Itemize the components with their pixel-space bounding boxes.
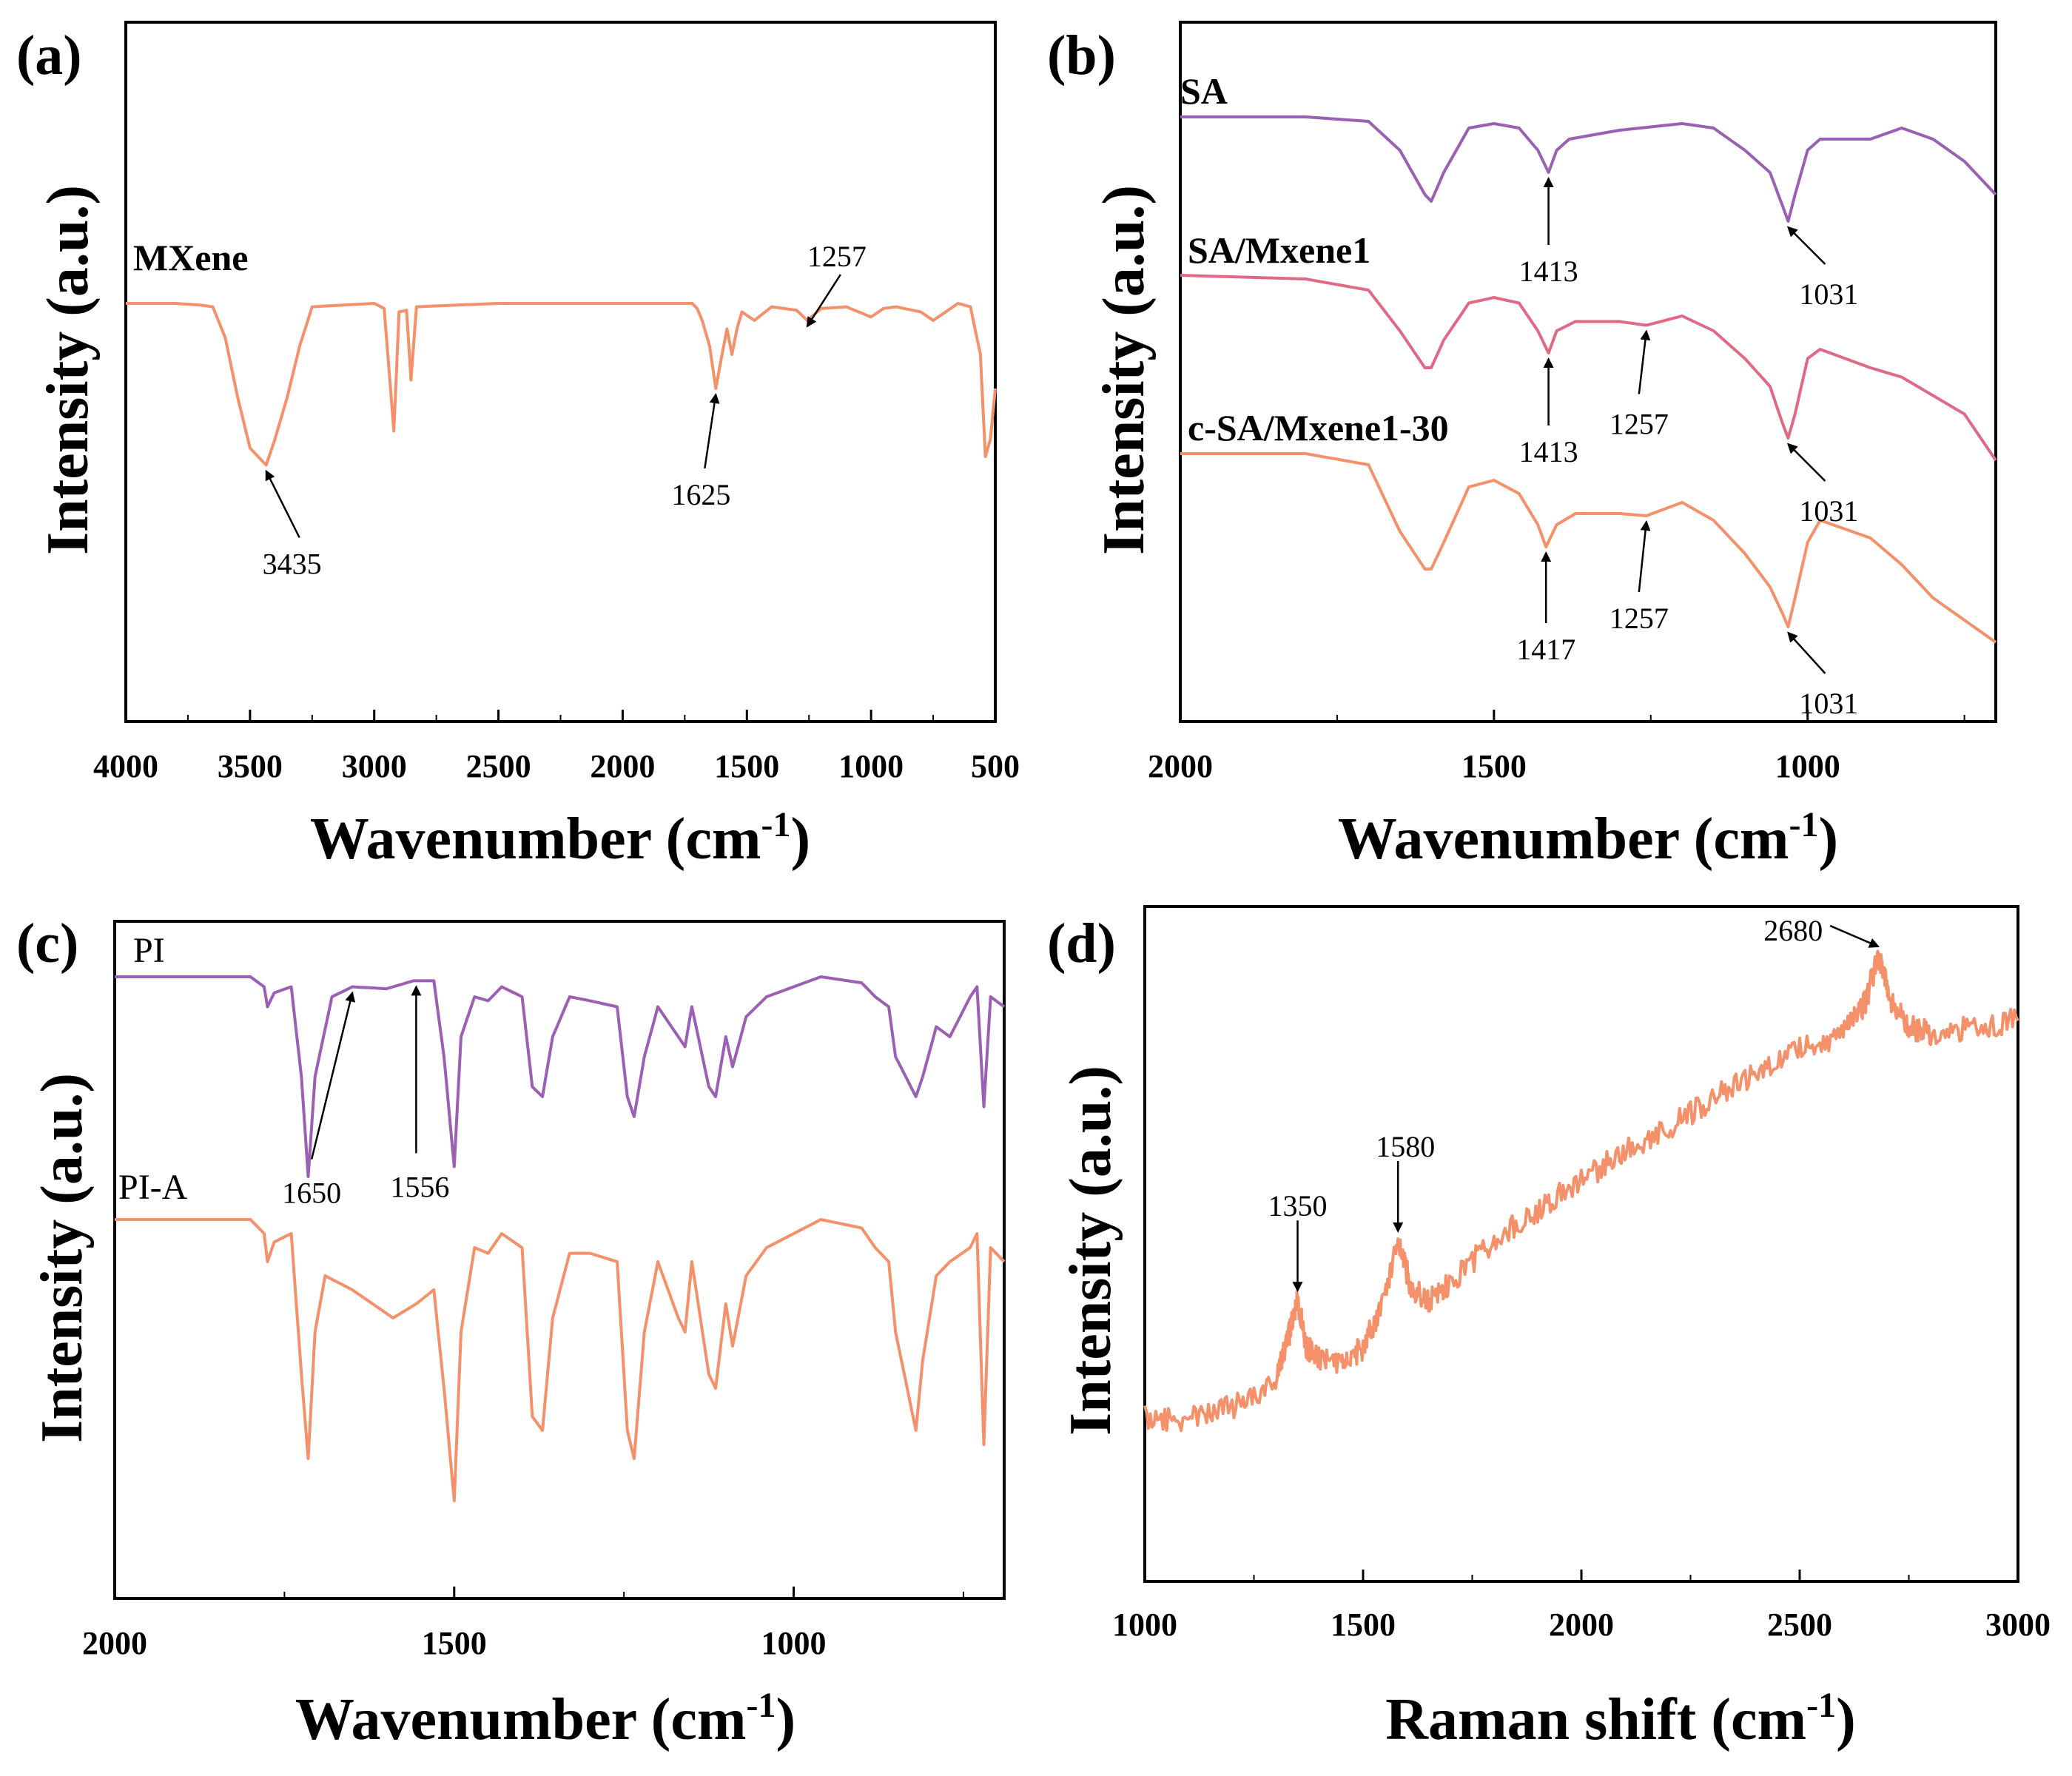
x-tick-label-3000: 3000 [1985,1607,2051,1643]
panel-label-c: (c) [16,912,78,975]
svg-text:Wavenumber (cm-1): Wavenumber (cm-1) [295,1686,796,1752]
annotation-arrow-1031 [1787,631,1826,674]
annotation-label-1625: 1625 [671,478,730,511]
annotation-label-1031: 1031 [1799,687,1858,720]
x-tick-label-4000: 4000 [93,748,158,784]
svg-text:Raman shift (cm-1): Raman shift (cm-1) [1385,1686,1855,1752]
x-tick-label-1500: 1500 [714,748,779,784]
series-label-sa: SA [1180,70,1228,112]
series-label-mxene: MXene [133,237,249,278]
x-tick-label-2000: 2000 [590,748,655,784]
annotation-arrow-3435 [265,469,300,539]
annotation-label-1650: 1650 [282,1177,341,1210]
series-line-pi-a [115,1218,1006,1502]
annotation-arrow-1031 [1786,226,1826,265]
x-tick-label-1500: 1500 [422,1625,487,1661]
annotation-label-2680: 2680 [1763,914,1823,947]
x-axis-title-d: Raman shift (cm-1) [1385,1686,1855,1752]
plot-frame-a [124,21,997,723]
plot-frame-b [1179,21,1997,723]
annotation-label-1257: 1257 [807,240,867,273]
x-tick-label-2000: 2000 [1549,1607,1614,1643]
x-axis-title-a: Wavenumber (cm-1) [310,805,810,872]
x-axis-title-c: Wavenumber (cm-1) [295,1686,796,1752]
series-line-pi [115,975,1006,1178]
annotation-label-1413: 1413 [1519,435,1578,468]
x-tick-label-3000: 3000 [342,748,407,784]
series-label-pi: PI [133,931,165,970]
x-tick-label-2000: 2000 [1148,748,1213,784]
x-tick-label-1000: 1000 [761,1625,827,1661]
x-tick-label-2500: 2500 [1767,1607,1832,1643]
x-tick-label-1000: 1000 [1112,1607,1177,1643]
series-label-pi-a: PI-A [118,1168,188,1207]
annotation-label-1556: 1556 [390,1170,449,1203]
x-tick-label-1500: 1500 [1331,1607,1396,1643]
annotation-label-1031: 1031 [1799,278,1858,311]
x-axis-title-b: Wavenumber (cm-1) [1338,805,1838,872]
annotation-arrow-1650 [310,991,356,1160]
annotation-label-3435: 3435 [263,548,322,581]
annotation-arrow-1257 [1638,329,1651,394]
annotation-arrow-1257 [806,274,841,328]
series-label-c-sa-mxene1-30: c-SA/Mxene1-30 [1188,407,1449,448]
series-line-mxene [126,302,997,467]
annotation-arrow-1257 [1638,520,1651,593]
annotation-arrow-1625 [704,393,720,469]
y-axis-title-a: Intensity (a.u.) [36,185,101,555]
annotation-label-1257: 1257 [1610,602,1669,635]
annotation-label-1417: 1417 [1516,633,1575,666]
y-axis-title-b: Intensity (a.u.) [1092,185,1157,555]
plot-frame-d [1143,905,2019,1583]
annotation-label-1413: 1413 [1519,255,1578,288]
series-label-sa-mxene1: SA/Mxene1 [1188,229,1370,271]
annotation-label-1350: 1350 [1268,1189,1328,1222]
y-axis-title-d: Intensity (a.u.) [1058,1066,1123,1436]
annotation-label-1580: 1580 [1376,1130,1435,1163]
series-line-sa [1180,115,1997,223]
annotation-arrow-2680 [1829,924,1880,948]
panel-label-a: (a) [16,24,82,87]
svg-text:Wavenumber (cm-1): Wavenumber (cm-1) [310,805,810,872]
panel-label-b: (b) [1047,24,1116,87]
annotation-label-1031: 1031 [1799,494,1858,528]
annotation-label-1257: 1257 [1610,408,1669,441]
series-line-raman [1143,949,2019,1433]
x-tick-label-2000: 2000 [82,1625,147,1661]
series-line-c-sa-mxene1-30 [1180,452,1997,644]
x-tick-label-3500: 3500 [218,748,283,784]
x-tick-label-1500: 1500 [1462,748,1527,784]
series-line-sa-mxene1 [1180,274,1997,462]
panel-label-d: (d) [1047,912,1116,975]
x-tick-label-1000: 1000 [838,748,904,784]
x-tick-label-2500: 2500 [466,748,531,784]
annotation-arrow-1031 [1786,443,1826,482]
svg-text:Wavenumber (cm-1): Wavenumber (cm-1) [1338,805,1838,872]
y-axis-title-c: Intensity (a.u.) [30,1073,95,1443]
x-tick-label-500: 500 [971,748,1020,784]
x-tick-label-1000: 1000 [1775,748,1840,784]
